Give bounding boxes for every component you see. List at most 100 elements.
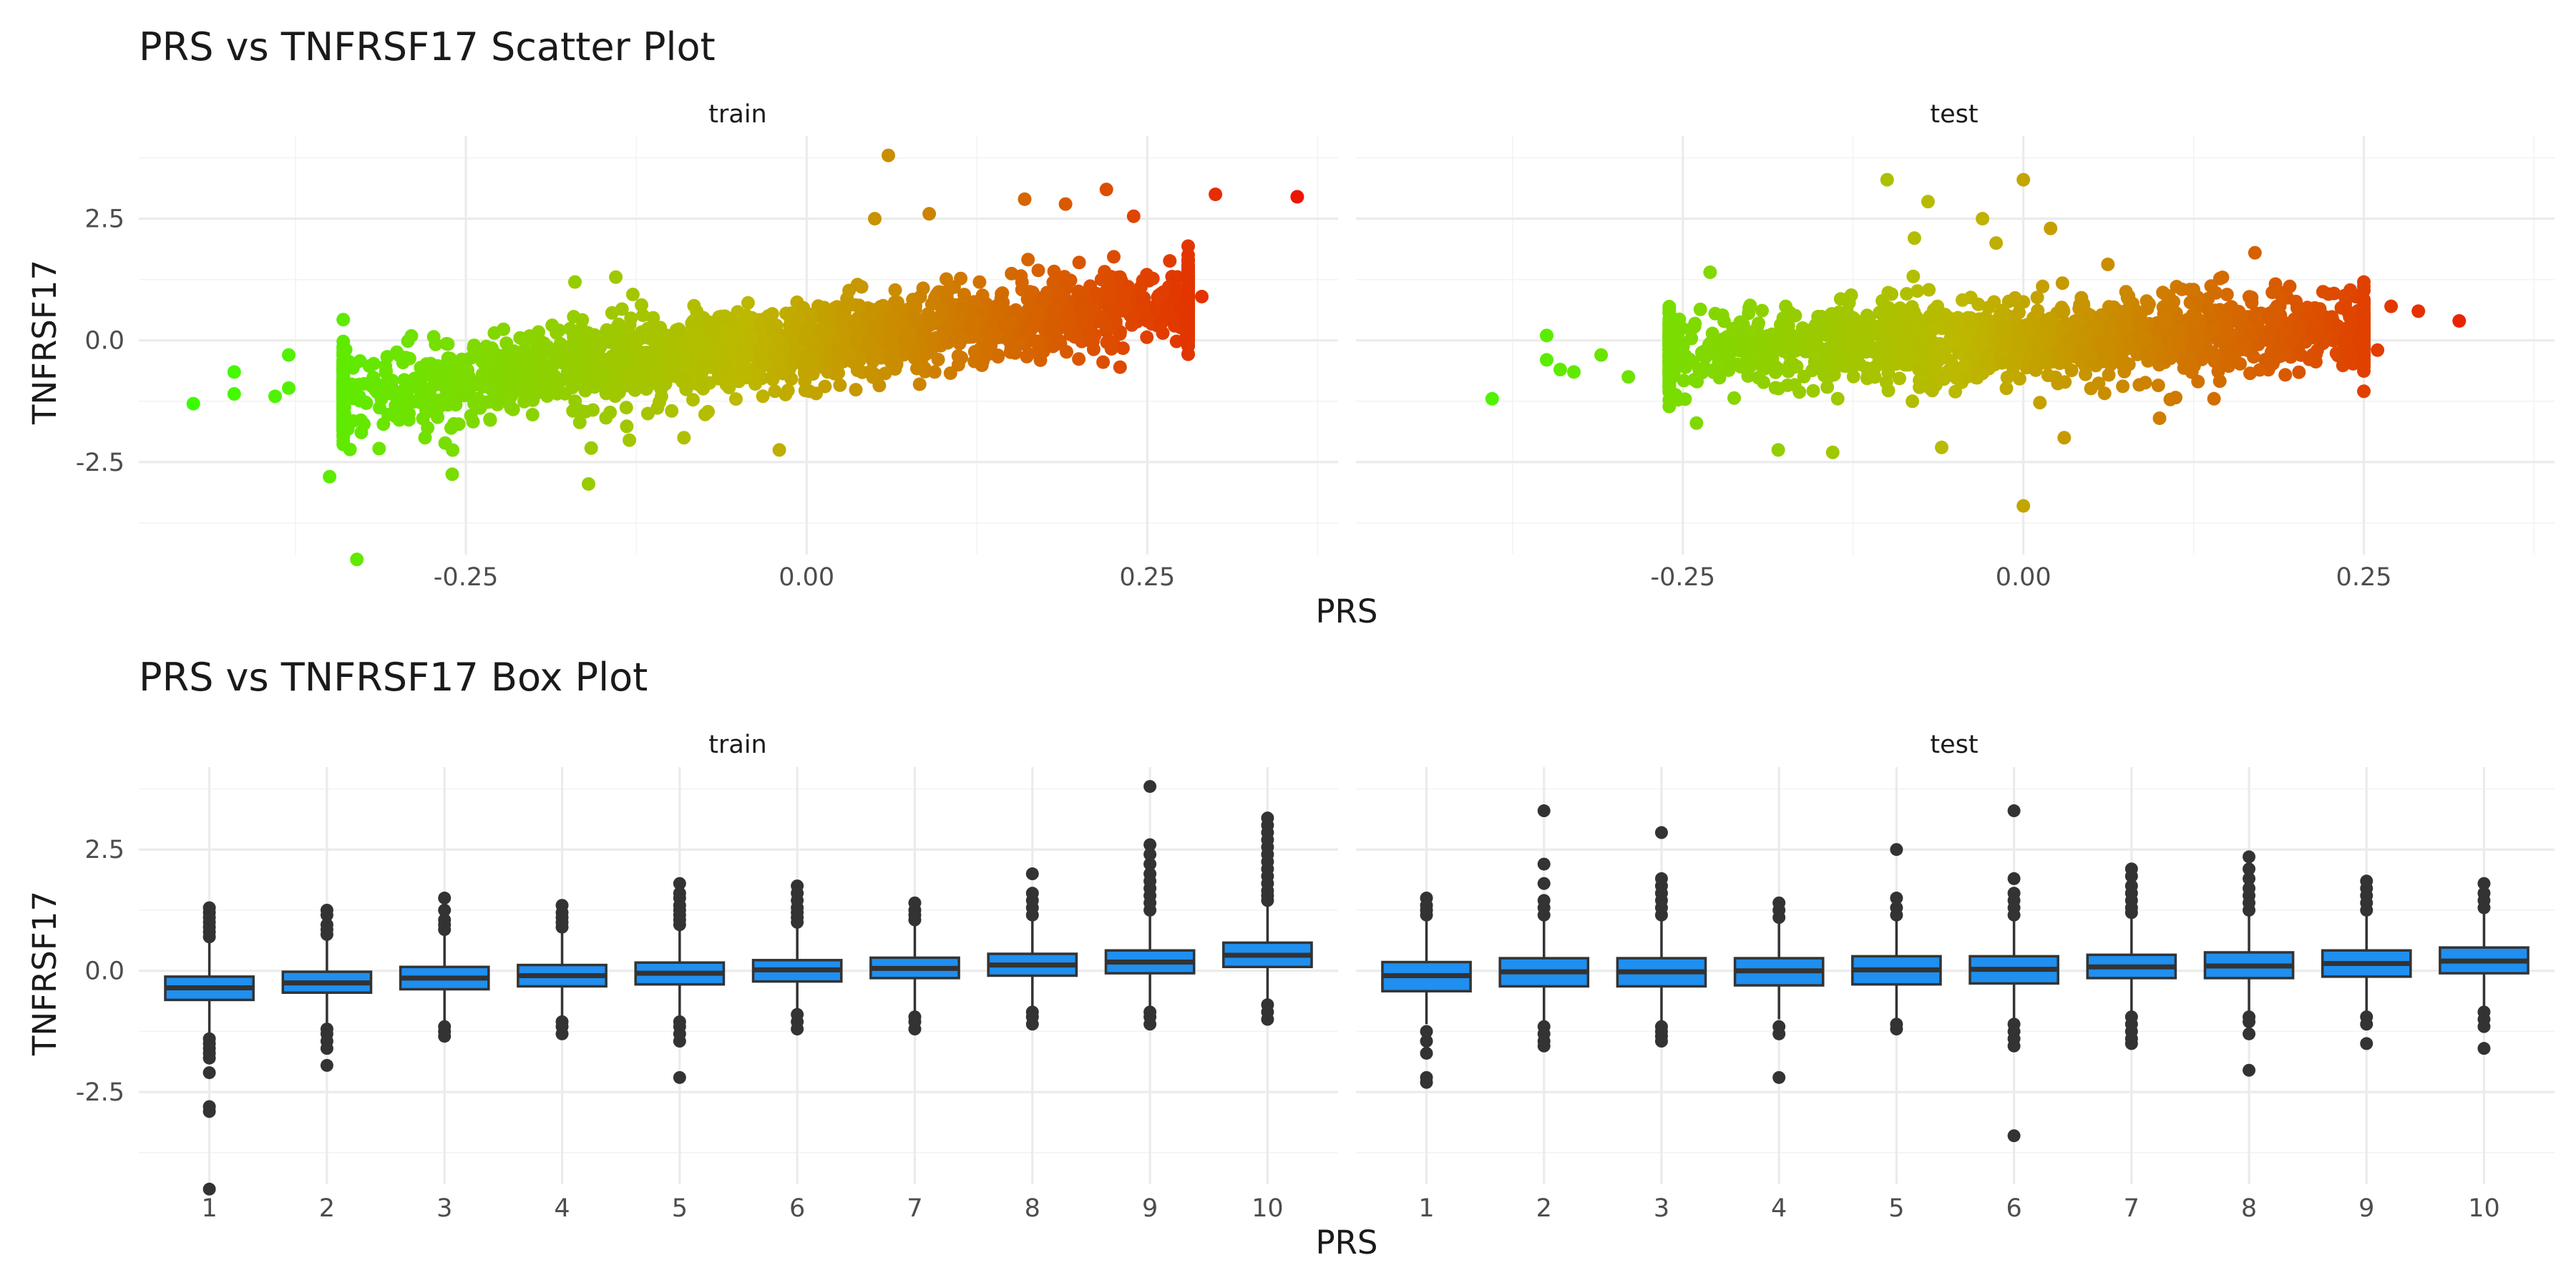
scatter-point — [1755, 303, 1769, 318]
scatter-point — [1181, 239, 1195, 253]
scatter-point — [801, 356, 815, 370]
scatter-point — [737, 319, 751, 333]
box-panel-test: 1 2 3 4 5 6 7 8 9 10 — [1356, 767, 2555, 1223]
scatter-point — [927, 365, 942, 379]
box-plot-title: PRS vs TNFRSF17 Box Plot — [139, 655, 648, 700]
scatter-point — [1806, 384, 1820, 398]
scatter-point — [620, 419, 634, 434]
scatter-point — [568, 275, 582, 289]
scatter-point — [2163, 392, 2177, 406]
outlier-point — [2243, 862, 2256, 876]
scatter-point — [2084, 381, 2098, 396]
outlier-point — [438, 892, 452, 905]
scatter-point — [1944, 320, 1958, 334]
box-plot: PRS vs TNFRSF17 Box Plot train test -2.5… — [26, 655, 2555, 1262]
scatter-point — [1961, 311, 1975, 325]
scatter-point — [1993, 312, 2007, 326]
scatter-point — [1113, 327, 1127, 341]
scatter-point — [2057, 431, 2072, 445]
scatter-point — [2200, 302, 2215, 316]
outlier-point — [1261, 1013, 1274, 1026]
scatter-point — [2183, 358, 2197, 372]
scatter-point — [2278, 368, 2293, 382]
y-tick-label: 2.5 — [84, 205, 125, 234]
outlier-point — [673, 1070, 686, 1084]
box-group — [1498, 804, 1590, 1053]
scatter-point — [483, 412, 497, 426]
x-tick-label: 0.25 — [1119, 563, 1175, 592]
scatter-point — [628, 383, 642, 397]
scatter-point — [1662, 316, 1677, 331]
x-tick-label: 9 — [1142, 1194, 1158, 1223]
scatter-point — [1058, 197, 1073, 211]
scatter-point — [696, 358, 710, 372]
scatter-point — [965, 323, 979, 337]
scatter-point — [2357, 384, 2371, 399]
scatter-point — [1094, 273, 1108, 287]
scatter-point — [2055, 276, 2069, 291]
scatter-point — [577, 341, 591, 355]
box-group — [869, 896, 960, 1036]
scatter-point — [1485, 391, 1499, 406]
outlier-point — [1420, 1035, 1433, 1048]
scatter-point — [1621, 370, 1636, 384]
scatter-points — [1485, 172, 2467, 513]
scatter-point — [1830, 391, 1845, 406]
scatter-point — [2040, 352, 2054, 366]
scatter-point — [916, 281, 930, 296]
scatter-panel-train: -0.25 0.00 0.25 -2.5 0.0 2.5 — [76, 136, 1338, 592]
box-group — [751, 879, 843, 1036]
scatter-point — [1594, 348, 1609, 362]
scatter-point — [568, 394, 582, 409]
scatter-point — [1825, 445, 1840, 459]
scatter-point — [396, 384, 410, 398]
scatter-point — [338, 414, 353, 427]
scatter-point — [1170, 270, 1184, 284]
scatter-point — [227, 387, 241, 401]
scatter-point — [2089, 318, 2104, 333]
scatter-point — [2097, 386, 2112, 401]
scatter-point — [2102, 368, 2116, 382]
scatter-point — [866, 369, 880, 383]
outlier-point — [1654, 1035, 1668, 1048]
scatter-point — [1096, 355, 1111, 369]
scatter-point — [2270, 351, 2284, 365]
scatter-point — [1136, 293, 1151, 306]
x-tick-label: 3 — [1654, 1194, 1669, 1223]
scatter-point — [1868, 327, 1882, 341]
scatter-point — [1757, 338, 1771, 352]
scatter-point — [957, 288, 971, 302]
scatter-point — [1913, 380, 1927, 394]
scatter-point — [621, 320, 635, 334]
outlier-point — [320, 1058, 333, 1072]
outlier-point — [2477, 877, 2491, 890]
scatter-point — [675, 346, 688, 361]
outlier-point — [320, 918, 333, 932]
outlier-point — [438, 1030, 452, 1043]
scatter-point — [582, 477, 595, 491]
outlier-point — [2360, 1037, 2373, 1050]
scatter-point — [1181, 271, 1195, 286]
scatter-point — [662, 350, 675, 364]
outlier-point — [438, 903, 452, 917]
scatter-point — [924, 334, 939, 348]
scatter-point — [2302, 311, 2316, 325]
outlier-point — [1143, 848, 1157, 862]
scatter-point — [1072, 255, 1086, 270]
scatter-point — [808, 343, 822, 358]
scatter-point — [1899, 343, 1913, 358]
outlier-point — [2477, 1020, 2491, 1033]
scatter-point — [396, 399, 411, 413]
x-tick-label: 3 — [436, 1194, 452, 1223]
box-group — [399, 892, 490, 1043]
scatter-point — [910, 361, 924, 376]
scatter-point — [1140, 330, 1154, 344]
scatter-point — [2329, 346, 2343, 361]
scatter-point — [852, 298, 867, 313]
scatter-point — [850, 364, 864, 377]
scatter-point — [636, 308, 650, 323]
scatter-point — [1005, 341, 1020, 354]
scatter-point — [2452, 314, 2467, 328]
scatter-point — [506, 402, 520, 416]
x-tick-label: 7 — [2124, 1194, 2140, 1223]
